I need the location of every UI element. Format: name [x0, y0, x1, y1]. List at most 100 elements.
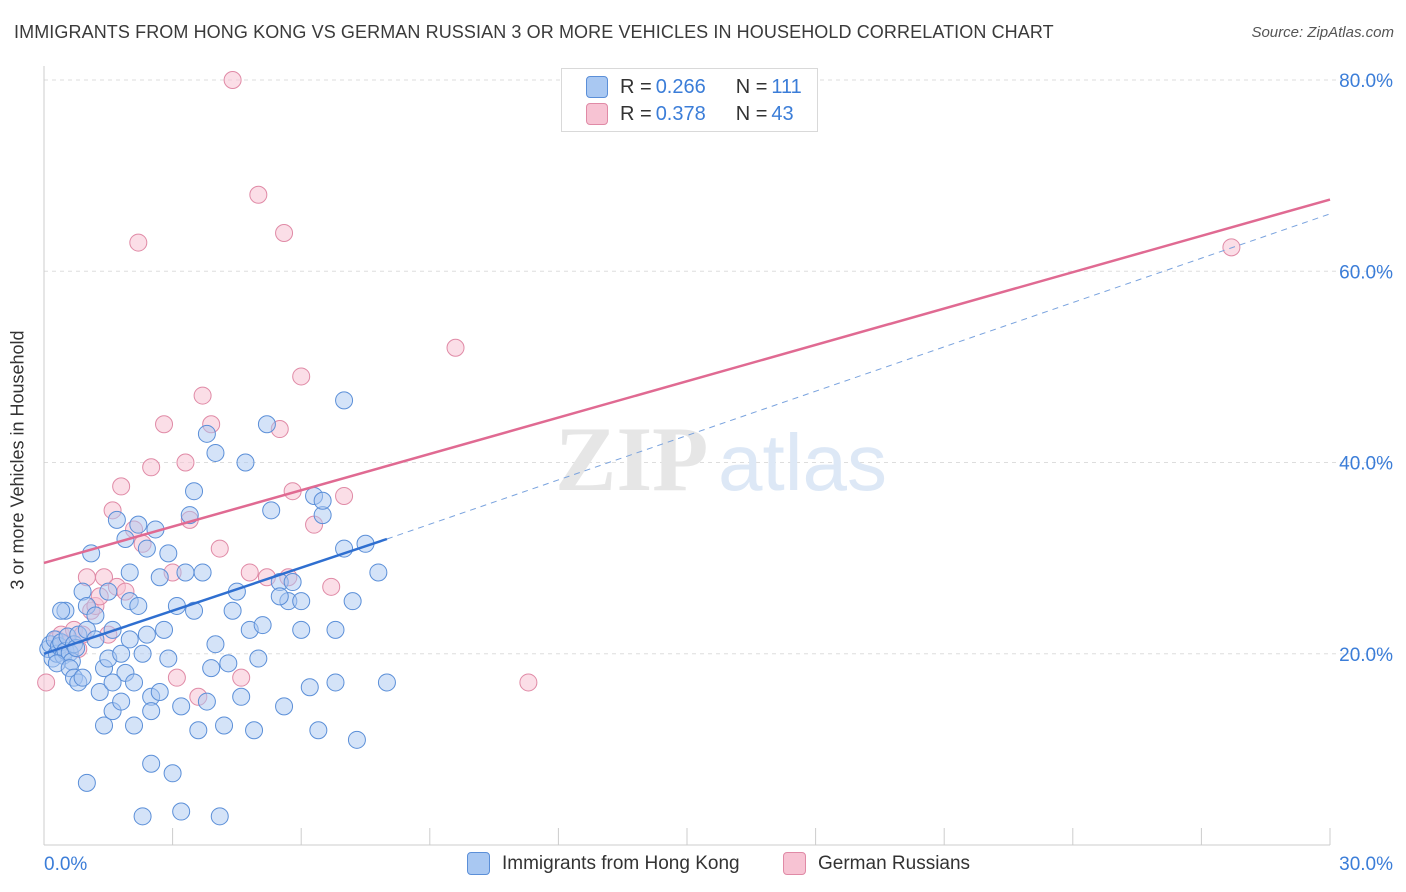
data-point-hong-kong	[249, 649, 268, 668]
data-point-hong-kong	[52, 601, 71, 620]
axes	[43, 66, 1331, 846]
r-value: 0.378	[655, 102, 706, 125]
data-point-hong-kong	[159, 544, 178, 563]
data-point-hong-kong	[133, 644, 152, 663]
watermark-zip: ZIP	[555, 408, 708, 510]
data-point-hong-kong	[223, 601, 242, 620]
regression-line-hong-kong	[43, 537, 388, 655]
data-point-hong-kong	[86, 606, 105, 625]
data-point-hong-kong	[377, 673, 396, 692]
data-point-hong-kong	[215, 716, 234, 735]
legend-item-german-russians: German Russians	[783, 852, 970, 875]
data-point-hong-kong	[206, 635, 225, 654]
series-german-russians	[37, 71, 1241, 706]
regression-extension-hong-kong	[386, 213, 1331, 540]
data-point-hong-kong	[245, 721, 264, 740]
y-tick-label: 20.0%	[1339, 645, 1393, 666]
data-point-hong-kong	[172, 802, 191, 821]
data-point-hong-kong	[335, 391, 354, 410]
legend-label: Immigrants from Hong Kong	[502, 852, 740, 874]
legend-label: German Russians	[818, 852, 971, 874]
data-point-hong-kong	[107, 510, 126, 529]
data-point-hong-kong	[99, 582, 118, 601]
blue-swatch	[467, 852, 490, 875]
data-point-hong-kong	[172, 697, 191, 716]
data-point-hong-kong	[219, 654, 238, 673]
data-point-hong-kong	[150, 683, 169, 701]
data-point-hong-kong	[326, 673, 345, 692]
data-point-german-russians	[176, 453, 195, 472]
pink-swatch	[586, 103, 608, 125]
data-point-hong-kong	[185, 482, 204, 501]
data-point-hong-kong	[137, 539, 156, 558]
data-point-hong-kong	[257, 415, 276, 434]
data-point-hong-kong	[197, 692, 216, 711]
y-axis-label: 3 or more Vehicles in Household	[7, 330, 28, 590]
data-point-german-russians	[519, 673, 538, 692]
x-tick-label: 0.0%	[44, 854, 87, 875]
data-point-hong-kong	[133, 807, 152, 826]
data-point-german-russians	[223, 71, 242, 89]
tick-labels: 20.0% 40.0% 60.0% 80.0% 0.0% 30.0%	[44, 71, 1393, 875]
data-point-hong-kong	[120, 563, 139, 582]
data-point-hong-kong	[206, 443, 225, 462]
data-point-hong-kong	[275, 697, 294, 716]
regression-line-german-russians	[43, 198, 1331, 565]
data-point-hong-kong	[112, 644, 131, 663]
data-point-hong-kong	[142, 702, 161, 721]
data-point-hong-kong	[202, 659, 221, 678]
n-label: N =	[735, 75, 768, 98]
data-point-hong-kong	[159, 649, 178, 668]
data-point-german-russians	[112, 477, 131, 496]
data-point-hong-kong	[309, 721, 328, 740]
data-point-hong-kong	[137, 625, 156, 644]
legend-item-hong-kong: Immigrants from Hong Kong	[467, 852, 740, 875]
data-point-german-russians	[335, 486, 354, 505]
y-tick-label: 80.0%	[1339, 71, 1393, 92]
n-value: 111	[771, 75, 802, 98]
regression-lines	[43, 198, 1331, 655]
data-point-german-russians	[142, 458, 161, 477]
data-point-german-russians	[193, 386, 212, 405]
data-point-hong-kong	[189, 721, 208, 740]
data-point-hong-kong	[103, 673, 122, 692]
data-point-german-russians	[249, 185, 268, 204]
watermark-atlas: atlas	[718, 418, 887, 507]
data-point-hong-kong	[150, 568, 169, 587]
data-point-hong-kong	[125, 673, 144, 692]
data-point-hong-kong	[185, 601, 204, 620]
data-point-hong-kong	[142, 754, 161, 773]
data-point-hong-kong	[292, 592, 311, 611]
data-point-hong-kong	[262, 501, 281, 520]
data-point-hong-kong	[95, 716, 114, 735]
y-tick-label: 40.0%	[1339, 454, 1393, 475]
chart-title: IMMIGRANTS FROM HONG KONG VS GERMAN RUSS…	[14, 22, 1054, 42]
data-point-german-russians	[232, 668, 251, 687]
data-point-hong-kong	[347, 730, 366, 749]
r-label: R =	[620, 75, 652, 98]
stats-legend: R = 0.266 N = 111 R = 0.378 N = 43	[561, 68, 818, 132]
data-point-german-russians	[155, 415, 174, 434]
data-point-hong-kong	[163, 764, 182, 783]
data-point-hong-kong	[369, 563, 388, 582]
data-point-hong-kong	[129, 515, 148, 534]
data-point-hong-kong	[77, 773, 96, 792]
blue-swatch	[586, 76, 608, 98]
n-label: N =	[735, 102, 768, 125]
data-point-hong-kong	[253, 616, 272, 635]
data-point-hong-kong	[129, 596, 148, 615]
y-axis-label-wrap: 3 or more Vehicles in Household	[8, 330, 29, 589]
r-value: 0.266	[655, 75, 706, 98]
data-point-hong-kong	[343, 592, 362, 611]
data-point-german-russians	[167, 668, 186, 687]
y-tick-label: 60.0%	[1339, 262, 1393, 283]
data-point-german-russians	[275, 224, 294, 242]
data-point-hong-kong	[326, 620, 345, 639]
data-point-hong-kong	[155, 620, 174, 639]
data-point-german-russians	[240, 563, 259, 582]
data-point-hong-kong	[270, 587, 289, 606]
n-value: 43	[771, 102, 794, 125]
data-point-german-russians	[446, 338, 465, 357]
data-point-hong-kong	[210, 807, 229, 826]
